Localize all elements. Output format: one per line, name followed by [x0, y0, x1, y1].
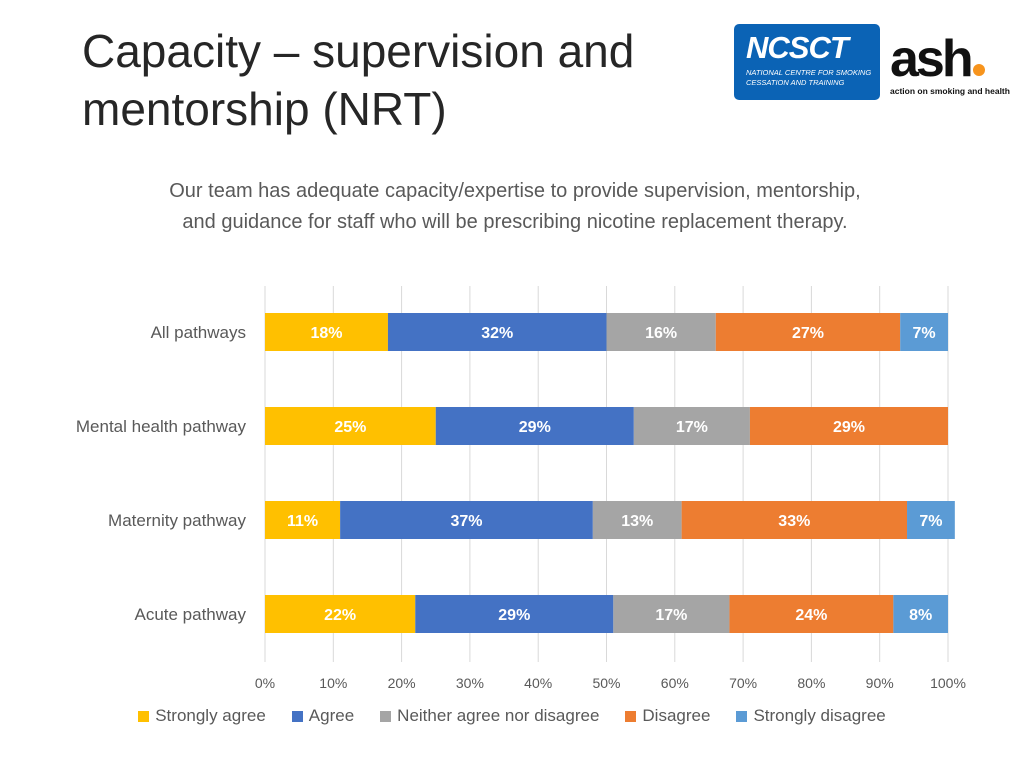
data-label: 17% [655, 607, 687, 624]
data-label: 37% [450, 513, 482, 530]
legend-swatch [380, 710, 392, 722]
bar-row: 22% 29% 17% 24% 8% [265, 595, 948, 633]
bar-segment [893, 595, 948, 633]
data-label: 24% [795, 607, 827, 624]
bar-segment [633, 407, 750, 445]
bar-segment [907, 501, 955, 539]
bar-segment [900, 313, 948, 351]
bar-segment [606, 313, 716, 351]
chart-title: Our team has adequate capacity/expertise… [169, 180, 861, 233]
slide-title-line-2: mentorship (NRT) [82, 83, 447, 135]
bar-segment [749, 407, 948, 445]
data-label: 33% [778, 513, 810, 530]
ncsct-logo-word: NCSCT [746, 30, 849, 65]
bar-segment [387, 313, 607, 351]
x-tick-label: 10% [319, 675, 347, 691]
data-label: 29% [833, 419, 865, 436]
legend-item: Neither agree nor disagree [380, 706, 599, 726]
ncsct-logo-tagline: NATIONAL CENTRE FOR SMOKING CESSATION AN… [746, 68, 872, 88]
bar-row: 11% 37% 13% 33% 7% [265, 501, 955, 539]
bar-segment [681, 501, 908, 539]
bar-segment [613, 595, 730, 633]
data-label: 29% [498, 607, 530, 624]
ncsct-logo: NCSCT NATIONAL CENTRE FOR SMOKING CESSAT… [734, 24, 880, 100]
legend-swatch [291, 710, 303, 722]
stacked-bar-chart: 18% 32% 16% 27% 7% All pathways 25% 29% 17% 29% Me… [76, 286, 966, 691]
data-label: 7% [913, 325, 936, 342]
legend-label: Agree [308, 706, 355, 725]
ash-logo-dot [972, 64, 985, 76]
bar-segment [729, 595, 894, 633]
category-label: Maternity pathway [108, 511, 246, 530]
ash-logo: ash action on smoking and health [890, 32, 1014, 102]
legend-item: Agree [291, 706, 355, 726]
slide-title-line-1: Capacity – supervision and [82, 25, 635, 77]
data-label: 27% [792, 325, 824, 342]
slide-title: Capacity – supervision and mentorship (N… [82, 22, 722, 138]
bar-segment [340, 501, 593, 539]
data-label: 8% [909, 607, 932, 624]
ash-logo-word: ash [890, 32, 1014, 86]
x-tick-label: 50% [592, 675, 620, 691]
bar-segment [265, 407, 436, 445]
x-tick-label: 40% [524, 675, 552, 691]
data-label: 18% [310, 325, 342, 342]
bar-segment [415, 595, 614, 633]
legend-label: Neither agree nor disagree [397, 706, 600, 725]
legend-swatch [625, 710, 637, 722]
legend-item: Strongly agree [138, 706, 266, 726]
logos: NCSCT NATIONAL CENTRE FOR SMOKING CESSAT… [734, 24, 1014, 104]
category-label: All pathways [151, 323, 246, 342]
data-label: 16% [645, 325, 677, 342]
legend-item: Strongly disagree [736, 706, 886, 726]
data-label: 22% [324, 607, 356, 624]
x-tick-label: 70% [729, 675, 757, 691]
legend-label: Disagree [642, 706, 711, 725]
ash-logo-tagline: action on smoking and health [890, 86, 1010, 96]
data-label: 29% [519, 419, 551, 436]
x-tick-label: 80% [797, 675, 825, 691]
legend-item: Disagree [625, 706, 710, 726]
data-label: 17% [676, 419, 708, 436]
bar-row: 25% 29% 17% 29% [265, 407, 948, 445]
x-tick-label: 30% [456, 675, 484, 691]
bar-segment [592, 501, 682, 539]
category-label: Mental health pathway [76, 417, 247, 436]
legend-label: Strongly agree [155, 706, 266, 725]
legend-swatch [138, 710, 150, 722]
bar-row: 18% 32% 16% 27% 7% [265, 313, 948, 351]
ash-logo-letters: ash [890, 30, 974, 88]
x-tick-label: 0% [255, 675, 275, 691]
data-label: 32% [481, 325, 513, 342]
bar-segment [265, 595, 416, 633]
bar-segment [715, 313, 901, 351]
x-tick-label: 90% [866, 675, 894, 691]
legend-label: Strongly disagree [753, 706, 886, 725]
data-label: 25% [334, 419, 366, 436]
data-label: 7% [919, 513, 942, 530]
chart-legend: Strongly agree Agree Neither agree nor dis… [0, 706, 1024, 726]
bar-segment [265, 313, 388, 351]
x-tick-label: 60% [661, 675, 689, 691]
data-label: 13% [621, 513, 653, 530]
legend-swatch [736, 710, 748, 722]
x-tick-label: 100% [930, 675, 966, 691]
bar-segment [435, 407, 634, 445]
data-label: 11% [287, 513, 318, 530]
ncsct-logo-tagline-line-2: CESSATION AND TRAINING [746, 78, 845, 87]
x-tick-label: 20% [388, 675, 416, 691]
bar-segment [265, 501, 341, 539]
category-label: Acute pathway [134, 605, 246, 624]
ncsct-logo-tagline-line-1: NATIONAL CENTRE FOR SMOKING [746, 68, 872, 77]
